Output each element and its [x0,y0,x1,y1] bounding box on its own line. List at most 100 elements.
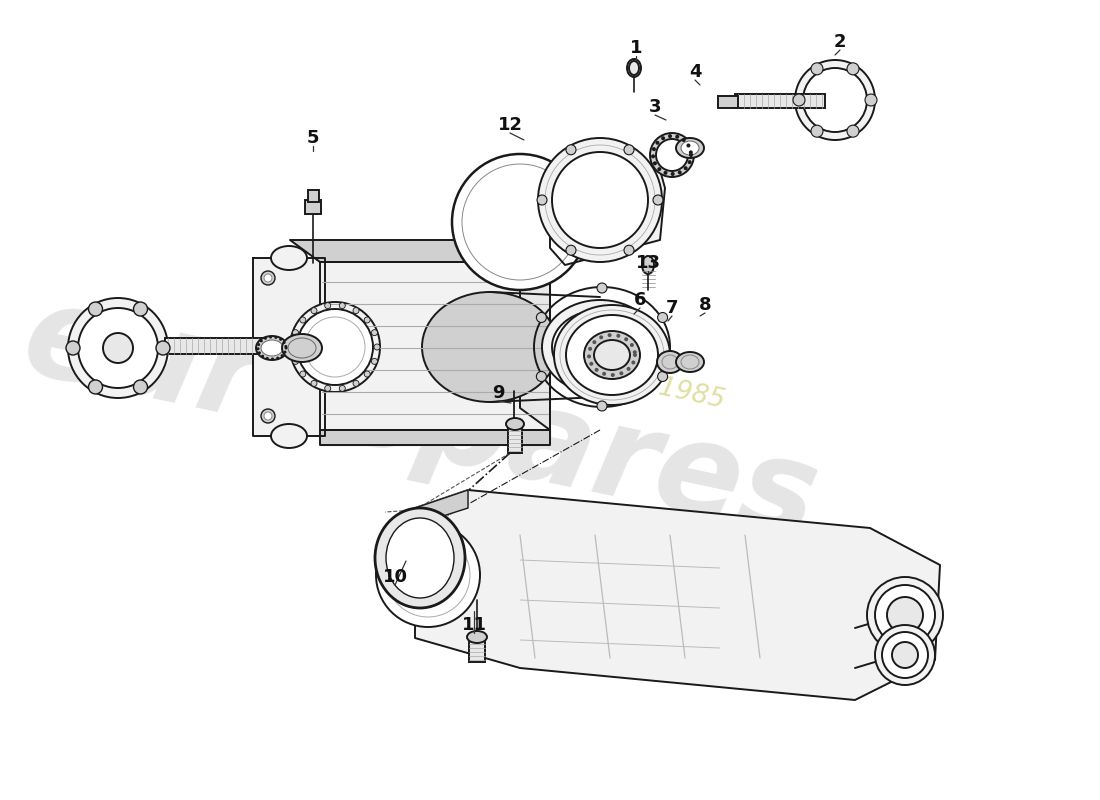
Ellipse shape [103,333,133,363]
Ellipse shape [66,341,80,355]
Ellipse shape [538,138,662,262]
Polygon shape [290,240,550,262]
Ellipse shape [264,412,272,420]
Ellipse shape [285,346,287,350]
Ellipse shape [584,331,640,379]
Ellipse shape [537,371,547,382]
Ellipse shape [678,170,682,174]
Ellipse shape [681,141,698,155]
Text: 13: 13 [636,254,660,272]
Text: 6: 6 [634,291,647,309]
Ellipse shape [629,61,639,75]
Ellipse shape [632,353,637,357]
Ellipse shape [256,347,260,350]
Text: 10: 10 [383,568,407,586]
Ellipse shape [375,508,465,608]
Ellipse shape [68,298,168,398]
Ellipse shape [795,60,874,140]
Polygon shape [548,163,666,265]
Text: 1: 1 [629,39,642,57]
Ellipse shape [88,302,102,316]
Ellipse shape [887,597,923,633]
Text: 11: 11 [462,616,486,634]
Ellipse shape [793,94,805,106]
Text: 9: 9 [492,384,504,402]
Ellipse shape [537,195,547,205]
Ellipse shape [631,361,636,365]
Ellipse shape [257,351,261,354]
Ellipse shape [597,283,607,293]
Ellipse shape [657,351,683,373]
Ellipse shape [133,380,147,394]
Ellipse shape [257,343,261,346]
Ellipse shape [656,139,688,171]
Ellipse shape [593,340,596,344]
Ellipse shape [610,373,615,377]
Ellipse shape [293,330,298,336]
Ellipse shape [261,340,275,354]
Ellipse shape [260,339,263,342]
Ellipse shape [271,246,307,270]
Ellipse shape [372,330,377,336]
Ellipse shape [847,125,859,137]
Polygon shape [520,240,550,430]
Ellipse shape [594,340,630,370]
Ellipse shape [847,63,859,75]
Ellipse shape [261,354,264,358]
Ellipse shape [284,350,286,354]
Ellipse shape [595,368,598,372]
Ellipse shape [642,256,654,274]
Ellipse shape [374,344,379,350]
Ellipse shape [676,352,704,372]
Ellipse shape [624,246,634,255]
Ellipse shape [686,143,691,147]
Polygon shape [320,262,550,430]
Ellipse shape [364,371,371,377]
Ellipse shape [658,167,661,171]
Text: 4: 4 [689,63,702,81]
Ellipse shape [600,335,603,339]
Ellipse shape [266,357,268,360]
Ellipse shape [627,367,630,371]
Ellipse shape [689,153,693,157]
Ellipse shape [422,292,558,402]
Ellipse shape [452,154,588,290]
Ellipse shape [602,372,606,376]
Ellipse shape [811,125,823,137]
Ellipse shape [658,371,668,382]
FancyBboxPatch shape [469,638,485,662]
Ellipse shape [874,625,935,685]
FancyBboxPatch shape [718,96,738,108]
Ellipse shape [78,308,158,388]
Ellipse shape [653,162,657,166]
Ellipse shape [283,341,286,344]
Ellipse shape [676,138,704,158]
Polygon shape [320,430,550,445]
Ellipse shape [607,333,612,337]
Ellipse shape [619,371,624,375]
Ellipse shape [663,171,668,175]
Ellipse shape [671,172,674,176]
Ellipse shape [293,358,298,364]
Ellipse shape [566,315,658,395]
Ellipse shape [661,136,666,140]
Ellipse shape [650,133,694,177]
Text: 7: 7 [666,299,679,317]
Ellipse shape [566,145,576,154]
Ellipse shape [658,313,668,322]
Text: 2: 2 [834,33,846,51]
Polygon shape [253,258,324,436]
Ellipse shape [624,145,634,154]
FancyBboxPatch shape [165,338,265,354]
Ellipse shape [324,386,331,391]
Ellipse shape [552,152,648,248]
Ellipse shape [300,317,306,323]
Ellipse shape [256,336,288,360]
Ellipse shape [386,518,454,598]
FancyBboxPatch shape [305,200,321,214]
Ellipse shape [668,134,672,138]
Ellipse shape [339,386,345,391]
Ellipse shape [653,195,663,205]
Text: 12: 12 [497,116,522,134]
Ellipse shape [552,310,648,384]
